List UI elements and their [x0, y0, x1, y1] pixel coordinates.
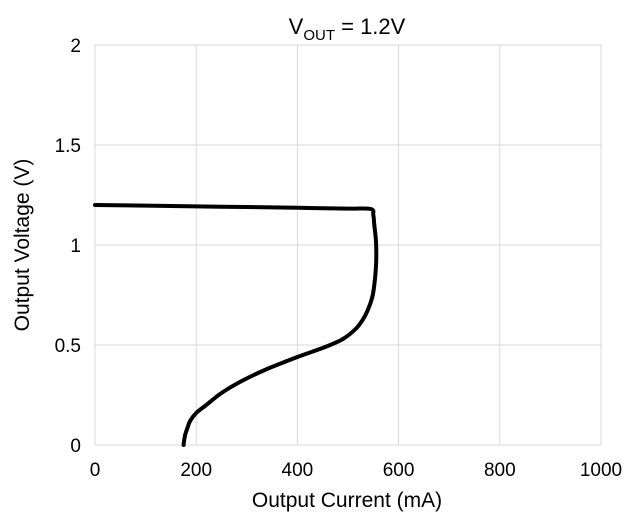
- chart-title-main: V: [289, 14, 304, 39]
- y-axis-label: Output Voltage (V): [11, 159, 34, 332]
- y-tick-label: 1: [70, 236, 81, 257]
- tick-labels: 0 200 400 600 800 1000 0 0.5 1 1.5 2: [55, 36, 623, 481]
- x-tick-label: 400: [282, 460, 314, 481]
- series-line: [93, 203, 379, 447]
- grid: [94, 44, 602, 446]
- chart-title-rest: = 1.2V: [335, 14, 406, 39]
- chart-title: VOUT = 1.2V: [289, 14, 406, 44]
- x-axis-label: Output Current (mA): [252, 489, 442, 512]
- y-tick-label: 2: [70, 36, 81, 57]
- y-tick-label: 1.5: [55, 136, 81, 157]
- x-tick-label: 600: [383, 460, 415, 481]
- chart-title-subscript: OUT: [303, 27, 335, 44]
- y-tick-label: 0: [70, 436, 81, 457]
- y-tick-label: 0.5: [55, 336, 81, 357]
- x-tick-label: 800: [484, 460, 516, 481]
- x-tick-label: 0: [90, 460, 101, 481]
- series-layer: [93, 203, 379, 447]
- x-tick-label: 1000: [580, 460, 622, 481]
- x-tick-label: 200: [180, 460, 212, 481]
